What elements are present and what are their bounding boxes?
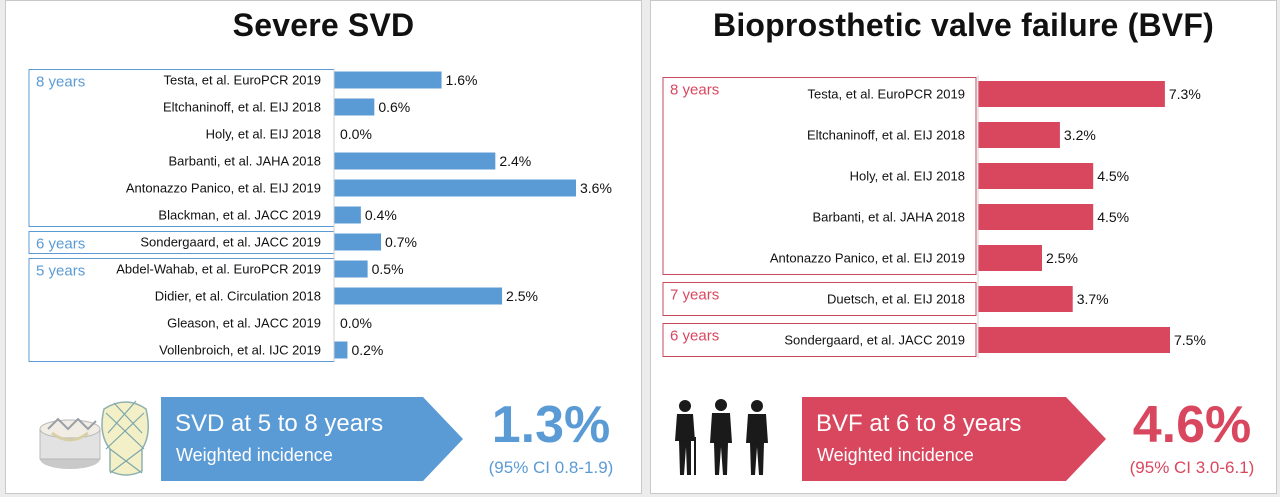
svd-category-label: Sondergaard, et al. JACC 2019 [140,235,321,250]
svd-bar [334,233,382,251]
bvf-summary-title: BVF at 6 to 8 years [816,410,1022,437]
bvf-bar [978,245,1042,271]
bvf-group-frame-7-years [662,282,977,316]
svd-bar [334,152,496,170]
svd-bar [334,260,368,278]
bvf-confidence-interval: (95% CI 3.0-6.1) [1129,458,1255,477]
svd-category-label: Abdel-Wahab, et al. EuroPCR 2019 [116,262,321,277]
svd-category-label: Antonazzo Panico, et al. EIJ 2019 [126,181,321,196]
bvf-bar [978,327,1170,353]
svd-category-label: Barbanti, et al. JAHA 2018 [169,154,321,169]
bvf-value-label: 3.7% [1077,291,1109,307]
bvf-chart-title: Bioprosthetic valve failure (BVF) [713,7,1214,43]
svd-value-label: 0.4% [365,207,397,223]
svd-bar [334,341,348,359]
svd-value-label: 0.5% [372,261,404,277]
svd-bar [334,71,442,89]
bvf-category-label: Barbanti, et al. JAHA 2018 [813,210,965,225]
bvf-weighted-incidence: 4.6% [1132,396,1252,454]
transcatheter-valves-illustration [34,389,154,481]
svd-summary-arrow: SVD at 5 to 8 years Weighted incidence [161,397,463,481]
bvf-group-label-8-years: 8 years [670,82,719,99]
svd-value-label: 2.5% [506,288,538,304]
bvf-category-label: Sondergaard, et al. JACC 2019 [784,333,965,348]
svd-category-label: Eltchaninoff, et al. EIJ 2018 [163,100,321,115]
bvf-category-label: Duetsch, et al. EIJ 2018 [827,292,965,307]
bvf-bar [978,163,1094,189]
bvf-bar-chart: 8 years 7 years 6 years Testa, et al. EuroP… [662,75,1206,359]
bvf-summary-arrow: BVF at 6 to 8 years Weighted incidence [802,397,1106,481]
svd-category-label: Vollenbroich, et al. IJC 2019 [159,343,321,358]
bvf-group-frame-8-years [662,77,977,275]
bvf-group-frame-6-years [662,323,977,357]
svd-group-label-8-years: 8 years [36,74,85,91]
svd-category-label: Testa, et al. EuroPCR 2019 [163,73,321,88]
svd-value-label: 0.0% [340,126,372,142]
bvf-group-label-6-years: 6 years [670,328,719,345]
bvf-value-label: 4.5% [1097,209,1129,225]
bvf-value-label: 3.2% [1064,127,1096,143]
elderly-people-silhouettes [667,397,779,477]
svd-value-label: 0.2% [351,342,383,358]
svd-bar [334,98,375,116]
svd-category-label: Holy, et al. EIJ 2018 [206,127,321,142]
bvf-panel: Bioprosthetic valve failure (BVF) 8 year… [650,0,1277,494]
svd-bar-chart: 8 years 6 years 5 years Testa, et al. EuroP… [28,68,612,362]
svd-weighted-incidence: 1.3% [491,396,611,454]
bvf-category-label: Holy, et al. EIJ 2018 [850,169,965,184]
svd-bar [334,206,361,224]
bvf-bar [978,286,1073,312]
svd-confidence-interval: (95% CI 0.8-1.9) [488,458,614,477]
svd-panel: Severe SVD 8 years 6 years 5 years Testa, e… [5,0,642,494]
svd-group-frame-8-years [28,69,335,227]
bvf-summary-subtitle: Weighted incidence [817,445,974,465]
bvf-value-label: 7.5% [1174,332,1206,348]
bvf-group-label-7-years: 7 years [670,287,719,304]
svd-value-label: 0.7% [385,234,417,250]
svd-value-label: 3.6% [580,180,612,196]
svd-bar [334,179,576,197]
svd-value-label: 0.6% [378,99,410,115]
svd-value-label: 2.4% [499,153,531,169]
bvf-value-label: 2.5% [1046,250,1078,266]
bvf-bar [978,122,1060,148]
svd-summary-title: SVD at 5 to 8 years [175,410,384,437]
svd-group-label-5-years: 5 years [36,263,85,280]
bvf-bar [978,81,1165,107]
svd-group-label-6-years: 6 years [36,236,85,253]
bvf-bar [978,204,1094,230]
bvf-value-label: 4.5% [1097,168,1129,184]
svd-summary-subtitle: Weighted incidence [176,445,333,465]
bvf-value-label: 7.3% [1169,86,1201,102]
svd-category-label: Blackman, et al. JACC 2019 [158,208,321,223]
svd-value-label: 1.6% [446,72,478,88]
svd-category-label: Gleason, et al. JACC 2019 [167,316,321,331]
svd-bar [334,287,503,305]
bvf-category-label: Antonazzo Panico, et al. EIJ 2019 [770,251,965,266]
bvf-category-label: Testa, et al. EuroPCR 2019 [807,87,965,102]
svd-value-label: 0.0% [340,315,372,331]
svd-chart-title: Severe SVD [232,7,415,43]
svd-category-label: Didier, et al. Circulation 2018 [155,289,321,304]
bvf-category-label: Eltchaninoff, et al. EIJ 2018 [807,128,965,143]
